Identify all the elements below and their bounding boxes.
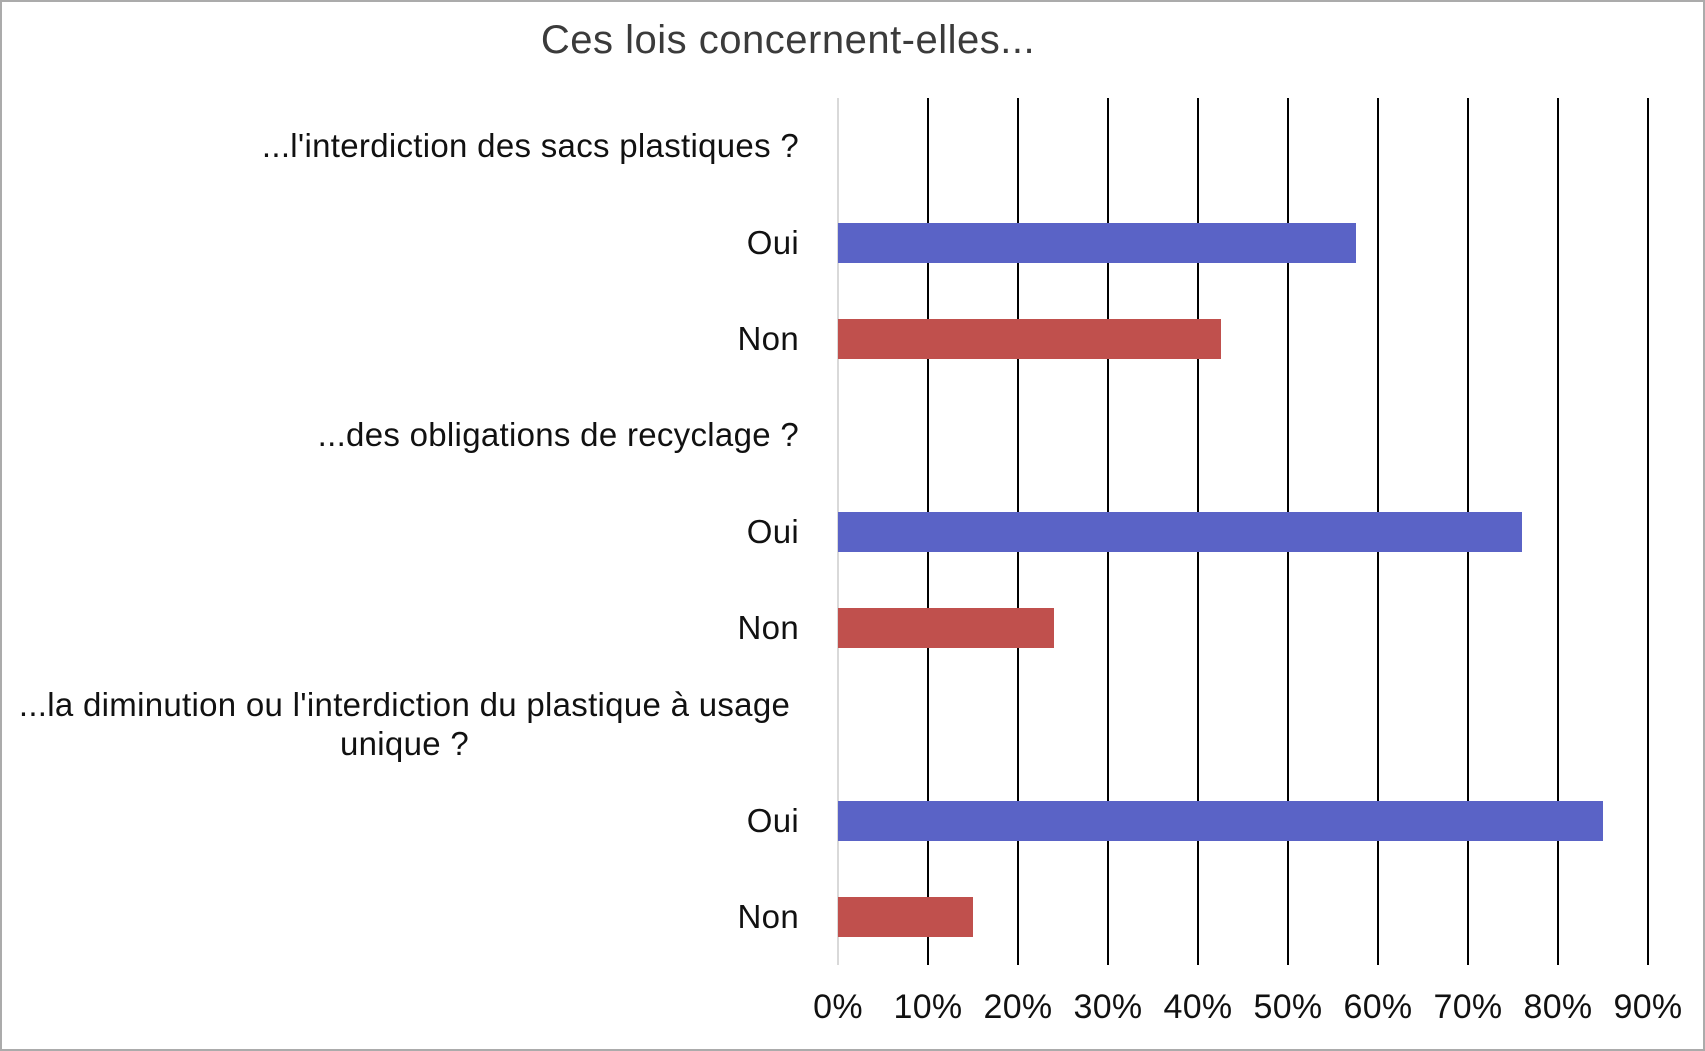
bar-non	[838, 607, 1054, 648]
x-tick-label: 30%	[1073, 988, 1143, 1026]
x-tick-label: 70%	[1433, 988, 1503, 1026]
x-tick-label: 10%	[893, 988, 963, 1026]
category-label: Oui	[746, 223, 799, 261]
x-tick-label: 50%	[1253, 988, 1323, 1026]
category-group-label: ...l'interdiction des sacs plastiques ?	[261, 127, 799, 165]
gridline	[1647, 98, 1649, 965]
category-label: Oui	[746, 512, 799, 550]
bar-oui	[838, 800, 1603, 841]
bar-non	[838, 318, 1221, 359]
category-label: Oui	[746, 801, 799, 839]
x-tick-label: 0%	[813, 988, 863, 1026]
category-label: Non	[737, 609, 799, 647]
x-tick-label: 40%	[1163, 988, 1233, 1026]
x-tick-label: 60%	[1343, 988, 1413, 1026]
bar-non	[838, 896, 973, 937]
x-tick-label: 80%	[1523, 988, 1593, 1026]
chart-title: Ces lois concernent-elles...	[540, 18, 1036, 62]
bar-oui	[838, 222, 1356, 263]
x-tick-label: 90%	[1613, 988, 1683, 1026]
category-label: Non	[737, 320, 799, 358]
category-group-label: ...des obligations de recyclage ?	[317, 416, 799, 454]
category-label: Non	[737, 898, 799, 936]
x-tick-label: 20%	[983, 988, 1053, 1026]
bar-oui	[838, 511, 1522, 552]
gridline	[1557, 98, 1559, 965]
category-group-label: ...la diminution ou l'interdiction du pl…	[18, 685, 791, 763]
